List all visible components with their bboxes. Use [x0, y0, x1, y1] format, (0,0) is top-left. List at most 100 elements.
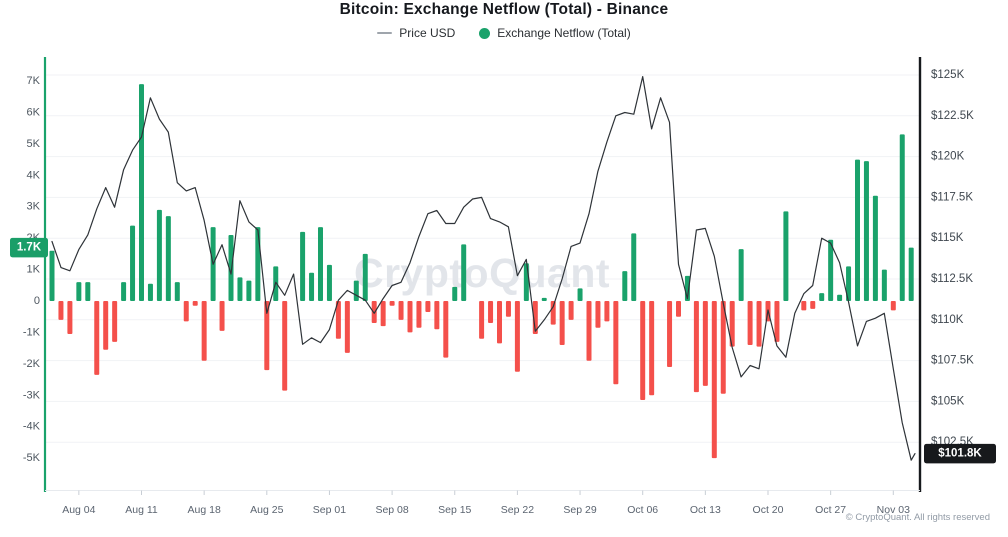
netflow-bar[interactable]	[300, 231, 306, 301]
netflow-bar[interactable]	[622, 271, 628, 301]
netflow-bar[interactable]	[264, 301, 270, 371]
netflow-bar[interactable]	[890, 301, 896, 311]
netflow-bar[interactable]	[747, 301, 753, 346]
y-axis-left-label: -3K	[23, 389, 41, 401]
netflow-bar[interactable]	[58, 301, 64, 320]
netflow-bar[interactable]	[139, 84, 144, 302]
netflow-bar[interactable]	[872, 195, 878, 301]
netflow-bar[interactable]	[443, 301, 449, 358]
y-axis-left-label: 1K	[27, 264, 41, 276]
netflow-bar[interactable]	[514, 301, 520, 372]
netflow-bar[interactable]	[416, 301, 422, 328]
netflow-bar[interactable]	[130, 225, 136, 301]
netflow-bar[interactable]	[505, 301, 511, 317]
netflow-bar[interactable]	[846, 266, 852, 301]
netflow-bar[interactable]	[246, 280, 252, 301]
netflow-bar[interactable]	[156, 209, 162, 301]
netflow-bar[interactable]	[837, 294, 843, 301]
netflow-bar[interactable]	[604, 301, 610, 322]
netflow-bar[interactable]	[183, 301, 189, 322]
netflow-bar[interactable]	[94, 301, 100, 375]
netflow-bar[interactable]	[461, 244, 467, 301]
netflow-bar[interactable]	[282, 301, 288, 391]
netflow-bar[interactable]	[711, 301, 717, 459]
netflow-bar[interactable]	[380, 301, 386, 327]
netflow-bar[interactable]	[112, 301, 118, 342]
netflow-bar[interactable]	[828, 239, 834, 301]
netflow-bar[interactable]	[309, 272, 315, 301]
netflow-bar[interactable]	[434, 301, 440, 330]
netflow-bar[interactable]	[326, 264, 332, 301]
netflow-bar[interactable]	[586, 301, 592, 361]
netflow-bar[interactable]	[801, 301, 807, 311]
netflow-bar[interactable]	[344, 301, 350, 353]
netflow-bar[interactable]	[255, 227, 261, 301]
netflow-bar[interactable]	[568, 301, 574, 320]
netflow-bar[interactable]	[720, 301, 726, 394]
netflow-bar[interactable]	[702, 301, 708, 386]
netflow-bar[interactable]	[49, 250, 55, 301]
netflow-bar[interactable]	[631, 233, 637, 301]
netflow-bar[interactable]	[425, 301, 431, 313]
netflow-bar[interactable]	[398, 301, 404, 320]
netflow-bar[interactable]	[729, 301, 735, 347]
netflow-bar[interactable]	[479, 301, 485, 339]
netflow-bar[interactable]	[693, 301, 699, 393]
netflow-bar[interactable]	[353, 280, 359, 301]
netflow-bar[interactable]	[559, 301, 565, 346]
netflow-bar[interactable]	[908, 247, 914, 301]
legend-item-netflow[interactable]: Exchange Netflow (Total)	[479, 26, 631, 40]
netflow-bar[interactable]	[640, 301, 646, 401]
netflow-bar[interactable]	[192, 301, 198, 306]
x-axis-label: Sep 15	[438, 504, 471, 516]
netflow-bar[interactable]	[219, 301, 225, 331]
netflow-bar[interactable]	[497, 301, 502, 344]
legend-item-price[interactable]: Price USD	[377, 26, 455, 40]
netflow-bar[interactable]	[237, 277, 243, 301]
netflow-bar[interactable]	[335, 301, 341, 339]
netflow-bar[interactable]	[756, 301, 762, 347]
netflow-bar[interactable]	[147, 283, 153, 301]
netflow-bar[interactable]	[67, 301, 73, 335]
netflow-bar[interactable]	[362, 253, 368, 301]
netflow-bar[interactable]	[228, 234, 234, 301]
netflow-bar[interactable]	[649, 301, 655, 396]
price-line[interactable]	[51, 76, 916, 461]
netflow-bar[interactable]	[819, 293, 825, 301]
y-axis-left-label: 4K	[27, 169, 41, 181]
netflow-bar[interactable]	[452, 286, 458, 301]
netflow-bar[interactable]	[810, 301, 816, 309]
netflow-bar[interactable]	[407, 301, 413, 333]
y-axis-right-label: $122.5K	[931, 110, 974, 122]
netflow-bar[interactable]	[174, 282, 180, 301]
netflow-bar[interactable]	[667, 301, 673, 368]
netflow-bar[interactable]	[899, 134, 905, 301]
netflow-bar[interactable]	[103, 301, 109, 350]
netflow-bar[interactable]	[121, 282, 127, 301]
netflow-bar[interactable]	[488, 301, 494, 324]
netflow-bar[interactable]	[76, 282, 82, 301]
netflow-bar[interactable]	[541, 297, 547, 301]
netflow-bar[interactable]	[783, 211, 789, 301]
netflow-bar[interactable]	[389, 301, 395, 306]
netflow-bar[interactable]	[613, 301, 619, 385]
netflow-bar[interactable]	[165, 216, 171, 301]
netflow-bar[interactable]	[550, 301, 556, 325]
x-axis-label: Oct 13	[690, 504, 721, 516]
netflow-bar[interactable]	[855, 159, 860, 301]
netflow-bar[interactable]	[577, 288, 583, 301]
netflow-bar[interactable]	[201, 301, 207, 361]
netflow-bar[interactable]	[595, 301, 601, 328]
y-axis-right-label: $120K	[931, 151, 965, 163]
netflow-bar[interactable]	[371, 301, 377, 324]
y-axis-left-label: 7K	[27, 75, 41, 87]
netflow-bar[interactable]	[881, 269, 887, 301]
netflow-bar[interactable]	[85, 282, 91, 301]
netflow-bar[interactable]	[676, 301, 681, 317]
netflow-bar[interactable]	[774, 301, 780, 342]
netflow-bar[interactable]	[738, 249, 744, 301]
netflow-bar[interactable]	[318, 227, 323, 301]
netflow-bar[interactable]	[863, 161, 869, 301]
